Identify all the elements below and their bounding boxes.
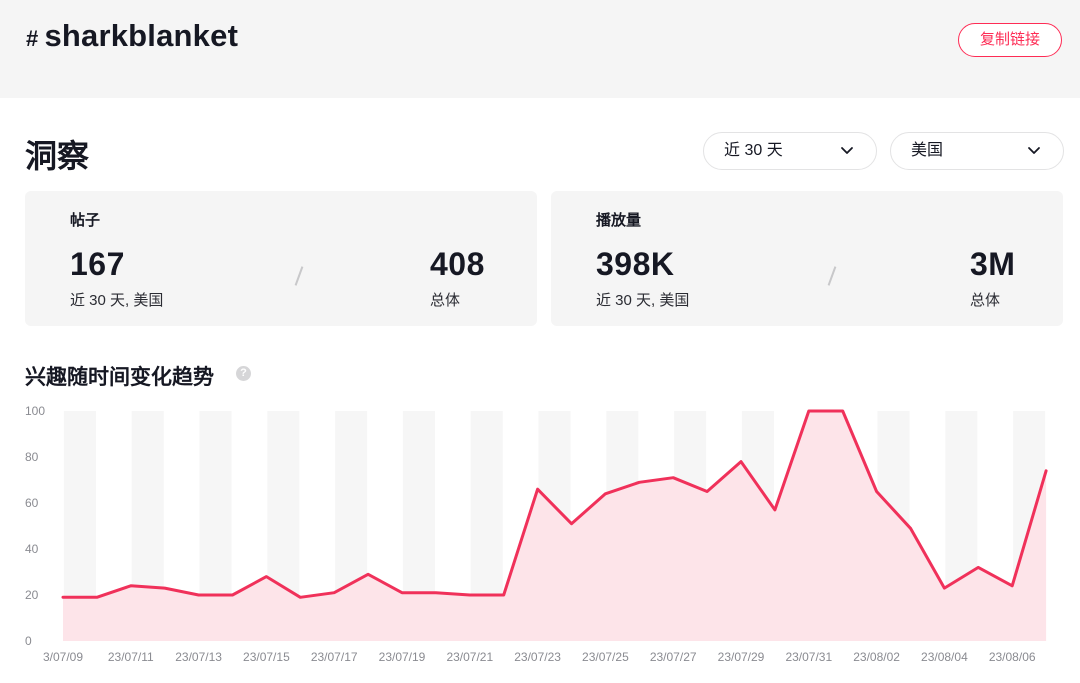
- period-select[interactable]: 近 30 天: [703, 132, 877, 170]
- divider-slash: [827, 266, 837, 286]
- x-tick-label: 23/08/02: [853, 650, 900, 664]
- chevron-down-icon: [1028, 147, 1040, 154]
- views-label: 播放量: [596, 212, 642, 229]
- posts-recent-caption: 近 30 天, 美国: [70, 292, 164, 309]
- x-tick-label: 23/07/19: [379, 650, 426, 664]
- posts-card: 帖子 167 近 30 天, 美国 408 总体: [25, 191, 537, 326]
- x-tick-label: 23/08/06: [989, 650, 1036, 664]
- header-band: [0, 0, 1080, 98]
- hashtag-title: # sharkblanket: [26, 18, 238, 54]
- x-tick-label: 23/07/13: [175, 650, 222, 664]
- trend-chart-title: 兴趣随时间变化趋势: [25, 366, 214, 389]
- x-tick-label: 23/07/17: [311, 650, 358, 664]
- y-tick-label: 80: [25, 450, 39, 464]
- trend-chart: 0 20 40 60 80 100 3/07/09 23/07/11 23/07/13 23/07…: [25, 404, 1048, 664]
- copy-link-button[interactable]: 复制链接: [958, 23, 1062, 57]
- y-tick-label: 60: [25, 496, 39, 510]
- views-recent-value: 398K: [596, 246, 675, 282]
- posts-label: 帖子: [70, 212, 101, 229]
- posts-total-caption: 总体: [430, 292, 461, 309]
- hashtag-name: sharkblanket: [44, 18, 239, 53]
- question-icon[interactable]: ?: [236, 366, 251, 381]
- series-area: [63, 411, 1047, 641]
- views-total-value: 3M: [970, 246, 1016, 282]
- views-card: 播放量 398K 近 30 天, 美国 3M 总体: [551, 191, 1063, 326]
- x-tick-label: 23/08/04: [921, 650, 968, 664]
- x-tick-label: 23/07/23: [514, 650, 561, 664]
- x-tick-label: 23/07/25: [582, 650, 629, 664]
- x-tick-label: 3/07/09: [43, 650, 83, 664]
- divider-slash: [294, 266, 304, 286]
- views-total-caption: 总体: [970, 292, 1001, 309]
- chevron-down-icon: [841, 147, 853, 154]
- views-recent-caption: 近 30 天, 美国: [596, 292, 690, 309]
- hash-symbol: #: [26, 26, 39, 51]
- x-tick-label: 23/07/29: [718, 650, 765, 664]
- y-tick-label: 20: [25, 588, 39, 602]
- posts-recent-value: 167: [70, 246, 125, 282]
- x-tick-label: 23/07/11: [108, 650, 154, 664]
- y-tick-label: 0: [25, 634, 32, 648]
- x-tick-label: 23/07/27: [650, 650, 697, 664]
- insights-title: 洞察: [25, 138, 90, 174]
- x-tick-label: 23/07/21: [446, 650, 493, 664]
- series-line: [61, 409, 1048, 599]
- x-tick-label: 23/07/31: [785, 650, 832, 664]
- y-tick-label: 40: [25, 542, 39, 556]
- y-tick-label: 100: [25, 404, 45, 418]
- posts-total-value: 408: [430, 246, 485, 282]
- period-select-value: 近 30 天: [724, 142, 783, 159]
- region-select[interactable]: 美国: [890, 132, 1064, 170]
- region-select-value: 美国: [911, 142, 944, 159]
- x-tick-label: 23/07/15: [243, 650, 290, 664]
